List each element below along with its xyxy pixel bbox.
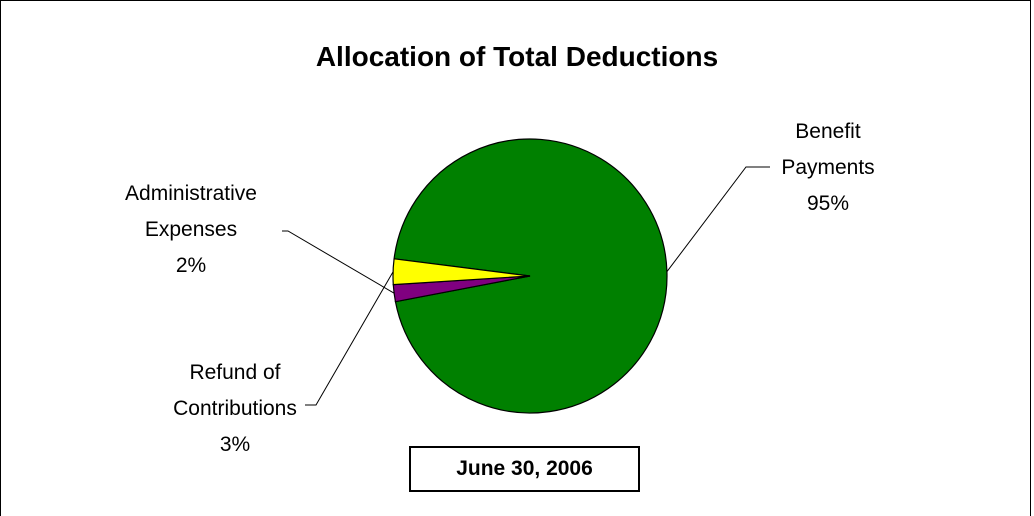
- date-box: June 30, 2006: [409, 446, 640, 492]
- slice-label-benefit-payments: Benefit Payments 95%: [781, 120, 875, 215]
- slice-label-refund-of-contributions: Refund of Contributions 3%: [173, 361, 297, 456]
- leader-line-administrative-expenses: [282, 230, 395, 294]
- chart-title: Allocation of Total Deductions: [315, 41, 719, 72]
- leader-line-benefit-payments: [666, 166, 770, 273]
- leader-line-refund-of-contributions: [305, 271, 394, 406]
- slice-label-administrative-expenses: Administrative Expenses 2%: [125, 182, 257, 277]
